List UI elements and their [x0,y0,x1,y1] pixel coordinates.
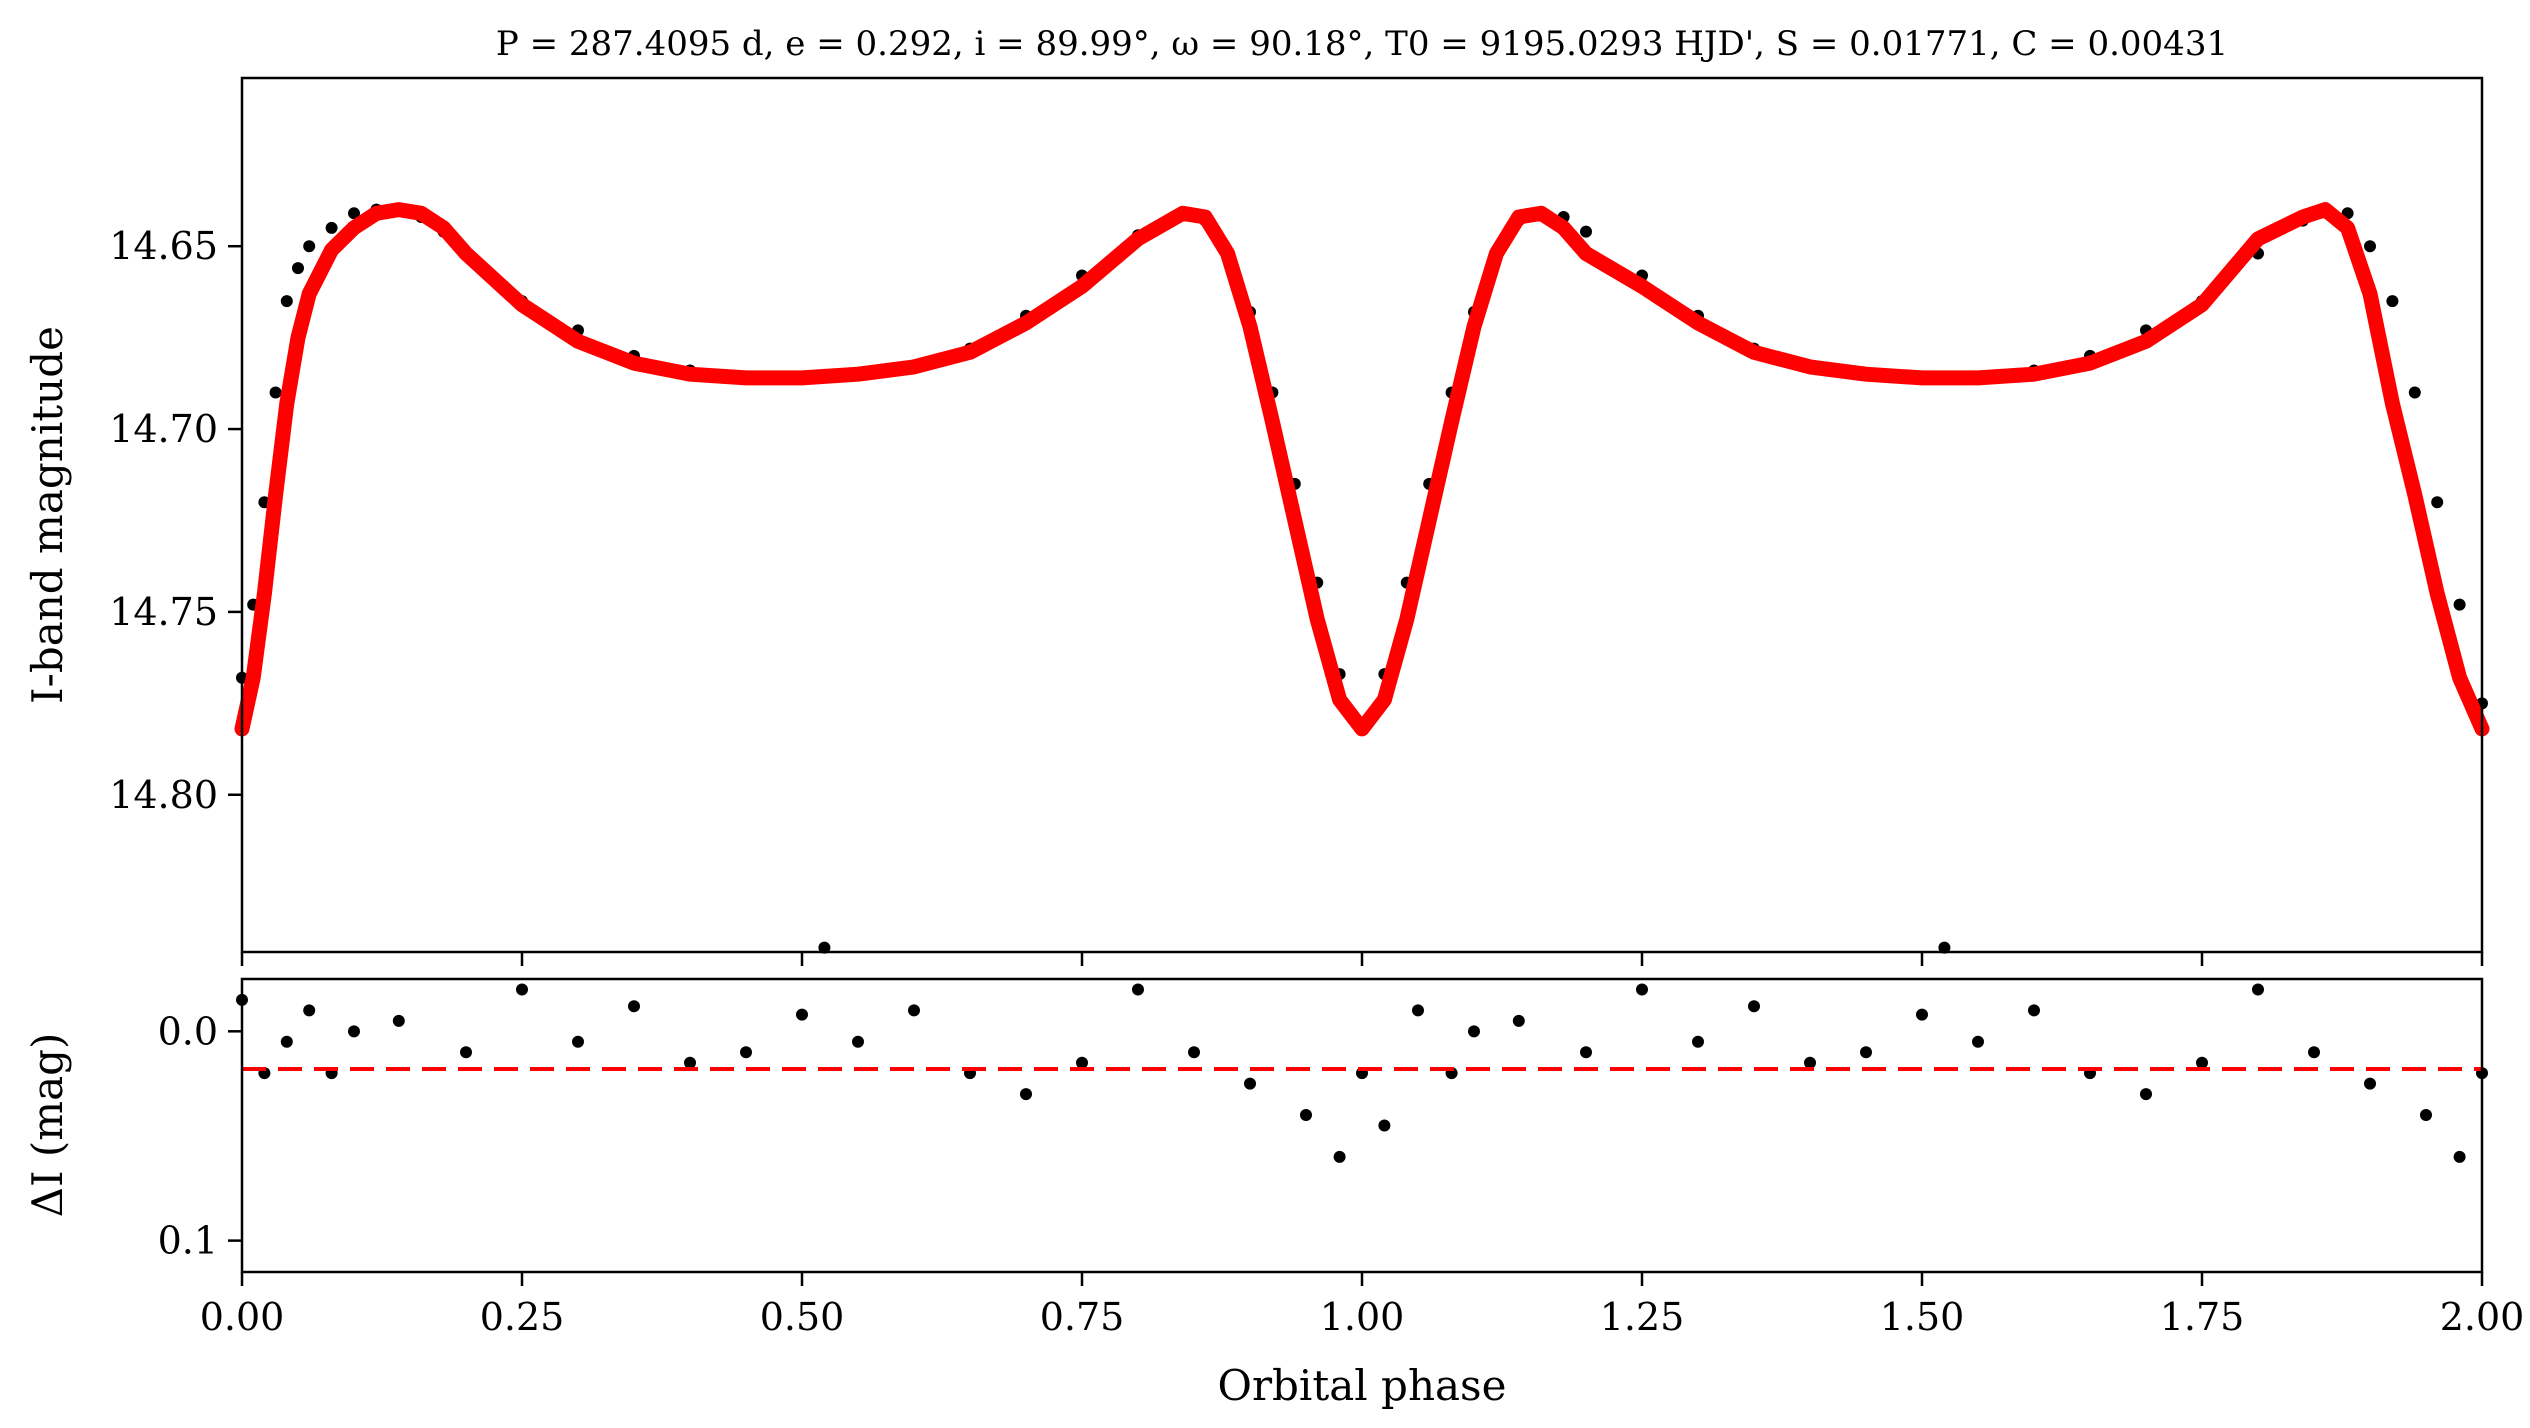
data-point [1860,1046,1872,1059]
light-curve-model [234,202,2490,737]
residuals-panel: 0.0 0.1 0.00 0.25 0.50 0.75 1.00 1.25 1.50 1.75 2… [23,941,2525,1410]
data-point [1020,1088,1032,1101]
data-point [1636,983,1648,996]
data-point [2453,1150,2466,1163]
x-tick-label: 0.50 [760,1295,845,1339]
data-point [1748,1000,1760,1013]
data-point [684,1056,696,1069]
residual-y-ticks: 0.0 0.1 [158,1009,242,1263]
light-curve-x-ticks [240,952,2484,966]
data-point [516,983,528,996]
data-point [1972,1035,1984,1048]
y-tick-label: 14.70 [109,407,218,451]
data-point [1188,1046,1200,1059]
data-point [2453,598,2466,611]
data-point [852,1035,864,1048]
x-tick-label: 1.00 [1320,1295,1405,1339]
y-tick-label: 14.65 [109,224,218,268]
model-curve [234,202,2490,737]
data-point [1512,1014,1525,1027]
data-point [796,1008,808,1021]
y-tick-label: 0.1 [158,1219,218,1263]
data-point [2196,1056,2208,1069]
data-point [325,221,338,234]
data-point [1580,1046,1592,1059]
x-tick-label: 0.00 [200,1295,285,1339]
data-point [1580,225,1592,238]
data-point [280,1035,293,1048]
y-tick-label: 0.0 [158,1009,218,1053]
data-point [303,1004,316,1017]
data-point [348,207,360,220]
data-point [269,386,282,399]
data-point [392,1014,405,1027]
data-point [460,1046,472,1059]
light-curve-panel: 14.65 14.70 14.75 14.80 I-band magnitude [23,76,2490,966]
data-point [348,1025,360,1038]
data-point [740,1046,752,1059]
data-point [908,1004,920,1017]
data-point [1300,1109,1312,1122]
data-point [572,1035,584,1048]
x-axis-label: Orbital phase [1218,1361,1507,1410]
data-point [628,1000,640,1013]
x-tick-label: 1.50 [1880,1295,1965,1339]
data-point [303,240,316,253]
data-point [1244,1077,1256,1090]
residual-y-axis-label: ΔI (mag) [23,1033,72,1218]
data-point [818,941,831,954]
x-tick-label: 1.75 [2160,1295,2245,1339]
data-point [280,295,293,308]
data-point [2364,1077,2376,1090]
data-point [2420,1109,2432,1122]
data-point [2140,1088,2152,1101]
data-point [1412,1004,1424,1017]
data-point [1692,1035,1704,1048]
data-point [2252,983,2264,996]
data-point [1333,1150,1346,1163]
y-tick-label: 14.80 [109,773,218,817]
data-point [1468,1025,1480,1038]
light-curve-y-ticks: 14.65 14.70 14.75 14.80 [109,224,242,817]
y-tick-label: 14.75 [109,590,218,634]
data-point [2408,386,2421,399]
data-point [1076,1056,1088,1069]
residual-x-ticks: 0.00 0.25 0.50 0.75 1.00 1.25 1.50 1.75 2.00 [200,1272,2525,1339]
x-tick-label: 0.75 [1040,1295,1125,1339]
data-point [2308,1046,2320,1059]
data-point [1938,941,1951,954]
x-tick-label: 1.25 [1600,1295,1685,1339]
chart-title: P = 287.4095 d, e = 0.292, i = 89.99°, ω… [496,24,2228,64]
data-point [2431,496,2444,509]
data-point [2386,295,2399,308]
x-tick-label: 0.25 [480,1295,565,1339]
x-tick-label: 2.00 [2440,1295,2525,1339]
data-point [292,262,304,275]
data-point [1804,1056,1816,1069]
data-point [1916,1008,1928,1021]
data-point [2028,1004,2040,1017]
data-point [1378,1119,1391,1132]
light-curve-y-axis-label: I-band magnitude [23,326,72,704]
data-point [2364,240,2376,253]
data-point [1132,983,1144,996]
